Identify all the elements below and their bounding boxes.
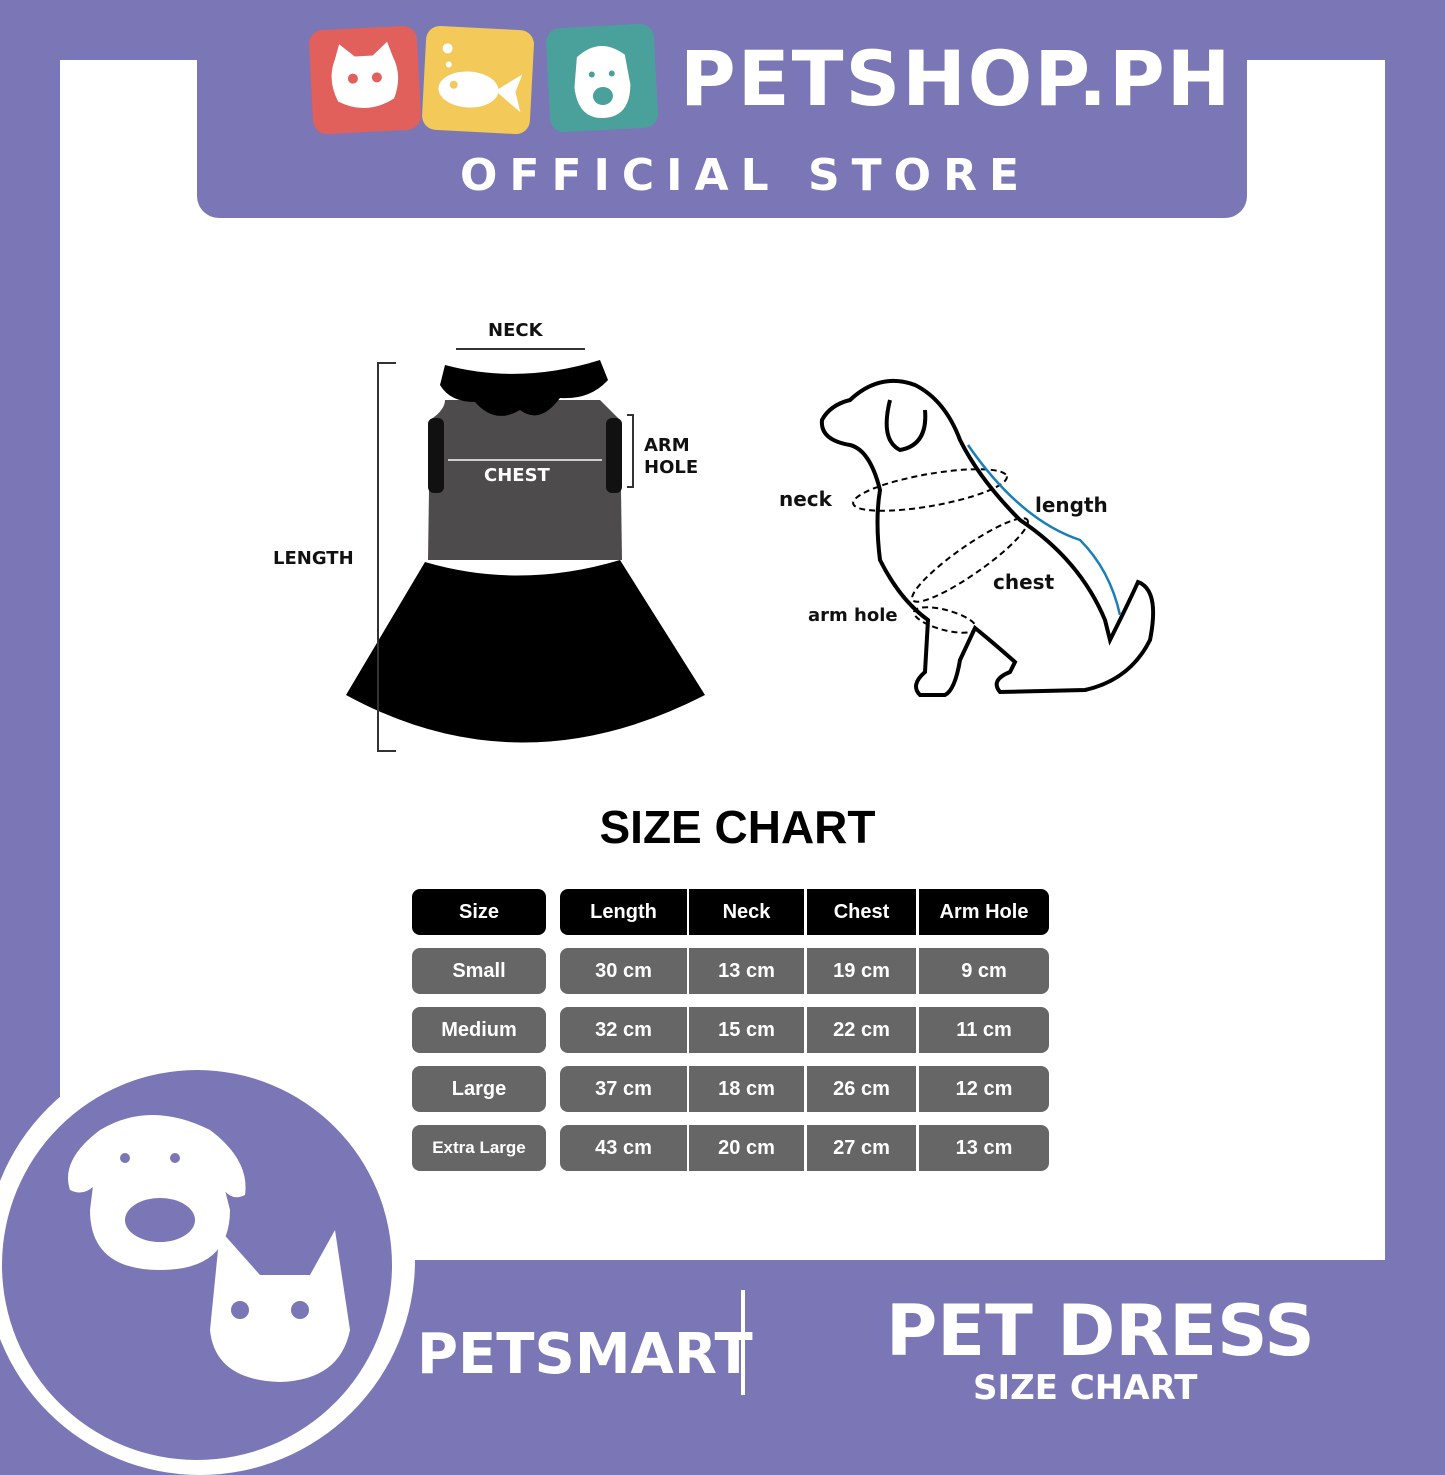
header-size: Size	[412, 889, 546, 935]
cell-size: Extra Large	[412, 1125, 546, 1171]
cell-arm-hole: 13 cm	[919, 1125, 1049, 1171]
footer-divider	[741, 1290, 745, 1395]
footer-product: PET DRESS	[886, 1290, 1315, 1372]
dress-armhole-label-2: HOLE	[644, 457, 699, 478]
dress-length-label: LENGTH	[273, 548, 354, 569]
header-length: Length	[560, 889, 687, 935]
cell-length: 32 cm	[560, 1007, 687, 1053]
size-chart-title: SIZE CHART	[599, 801, 876, 853]
header-chest: Chest	[807, 889, 916, 935]
cell-chest: 26 cm	[807, 1066, 916, 1112]
cell-neck: 18 cm	[689, 1066, 804, 1112]
cell-arm-hole: 12 cm	[919, 1066, 1049, 1112]
cell-neck: 20 cm	[689, 1125, 804, 1171]
dress-neck-label: NECK	[488, 320, 543, 341]
cell-arm-hole: 9 cm	[919, 948, 1049, 994]
cat-icon	[308, 25, 422, 135]
cell-neck: 15 cm	[689, 1007, 804, 1053]
dog-neck-label: neck	[779, 487, 832, 511]
header-arm-hole: Arm Hole	[919, 889, 1049, 935]
cell-size: Large	[412, 1066, 546, 1112]
dog-length-label: length	[1035, 493, 1108, 517]
dress-illustration	[346, 348, 705, 752]
cell-chest: 19 cm	[807, 948, 916, 994]
dog-icon	[545, 23, 659, 133]
cell-arm-hole: 11 cm	[919, 1007, 1049, 1053]
dress-chest-label: CHEST	[484, 465, 550, 486]
dog-chest-label: chest	[993, 570, 1055, 594]
dog-measurement-illustration	[819, 378, 1156, 697]
cell-size: Small	[412, 948, 546, 994]
official-store-label: OFFICIAL STORE	[460, 150, 1032, 201]
dog-cat-icon	[68, 1115, 350, 1382]
cell-neck: 13 cm	[689, 948, 804, 994]
footer-brand: PETSMART	[417, 1322, 753, 1387]
dog-armhole-label: arm hole	[808, 605, 898, 626]
cell-length: 43 cm	[560, 1125, 687, 1171]
cell-chest: 27 cm	[807, 1125, 916, 1171]
cell-length: 37 cm	[560, 1066, 687, 1112]
header-neck: Neck	[689, 889, 804, 935]
fish-icon	[421, 25, 535, 135]
cell-size: Medium	[412, 1007, 546, 1053]
dress-armhole-label-1: ARM	[644, 435, 690, 456]
footer-product-sub: SIZE CHART	[973, 1368, 1198, 1408]
brand-name: PETSHOP.PH	[680, 34, 1233, 123]
cell-length: 30 cm	[560, 948, 687, 994]
cell-chest: 22 cm	[807, 1007, 916, 1053]
